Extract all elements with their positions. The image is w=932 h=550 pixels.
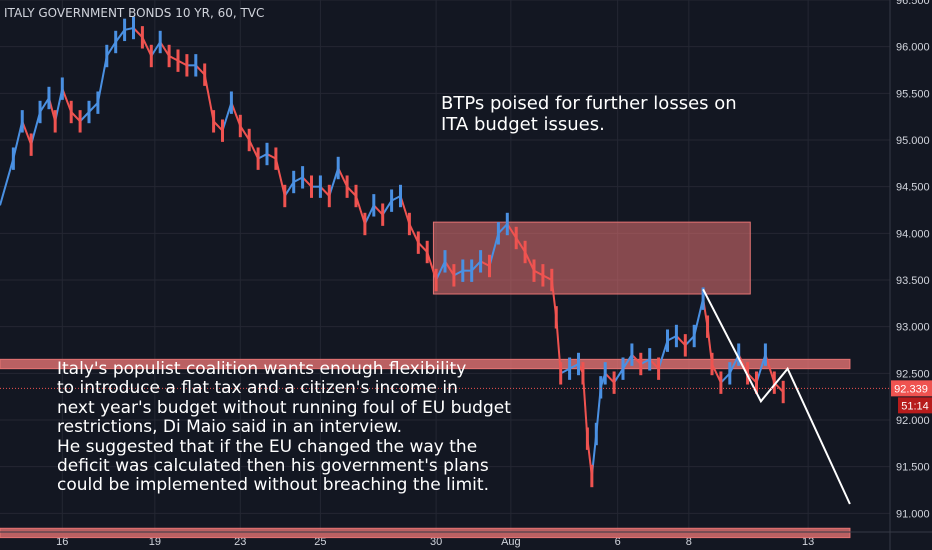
- y-tick-label: 95.500: [896, 88, 930, 100]
- price-segment: [0, 158, 15, 206]
- last-price-marker: [891, 380, 932, 397]
- resistance-zone: [0, 527, 851, 539]
- resistance-zone: [0, 358, 851, 370]
- y-tick-label: 96.500: [896, 0, 930, 7]
- countdown-label: 51:14: [901, 400, 929, 412]
- y-tick-label: 96.000: [896, 42, 930, 54]
- y-tick-label: 91.500: [896, 462, 930, 474]
- x-tick-label: 30: [430, 536, 442, 548]
- y-tick-label: 92.000: [896, 415, 930, 427]
- y-tick-label: 94.500: [896, 182, 930, 194]
- y-tick-label: 93.500: [896, 275, 930, 287]
- y-tick-label: 91.000: [896, 508, 930, 520]
- projection-line: [702, 288, 851, 505]
- y-tick-label: 92.500: [896, 368, 930, 380]
- x-tick-label: 13: [802, 536, 814, 548]
- last-price-label: 92.339: [894, 383, 928, 395]
- y-tick-label: 93.000: [896, 322, 930, 334]
- x-tick-label: 6: [615, 536, 621, 548]
- x-tick-label: 23: [234, 536, 246, 548]
- annotation-bottom: Italy's populist coalition wants enough …: [57, 359, 511, 496]
- y-tick-label: 94.000: [896, 228, 930, 240]
- x-tick-label: Aug: [501, 536, 521, 548]
- symbol-title: ITALY GOVERNMENT BONDS 10 YR, 60, TVC: [4, 6, 265, 20]
- annotation-top: BTPs poised for further losses on ITA bu…: [441, 93, 737, 135]
- x-tick-label: 19: [149, 536, 161, 548]
- x-tick-label: 16: [56, 536, 68, 548]
- resistance-zone: [432, 221, 751, 295]
- countdown-marker: [898, 397, 932, 414]
- x-tick-label: 25: [314, 536, 326, 548]
- x-tick-label: 8: [686, 536, 692, 548]
- y-tick-label: 95.000: [896, 135, 930, 147]
